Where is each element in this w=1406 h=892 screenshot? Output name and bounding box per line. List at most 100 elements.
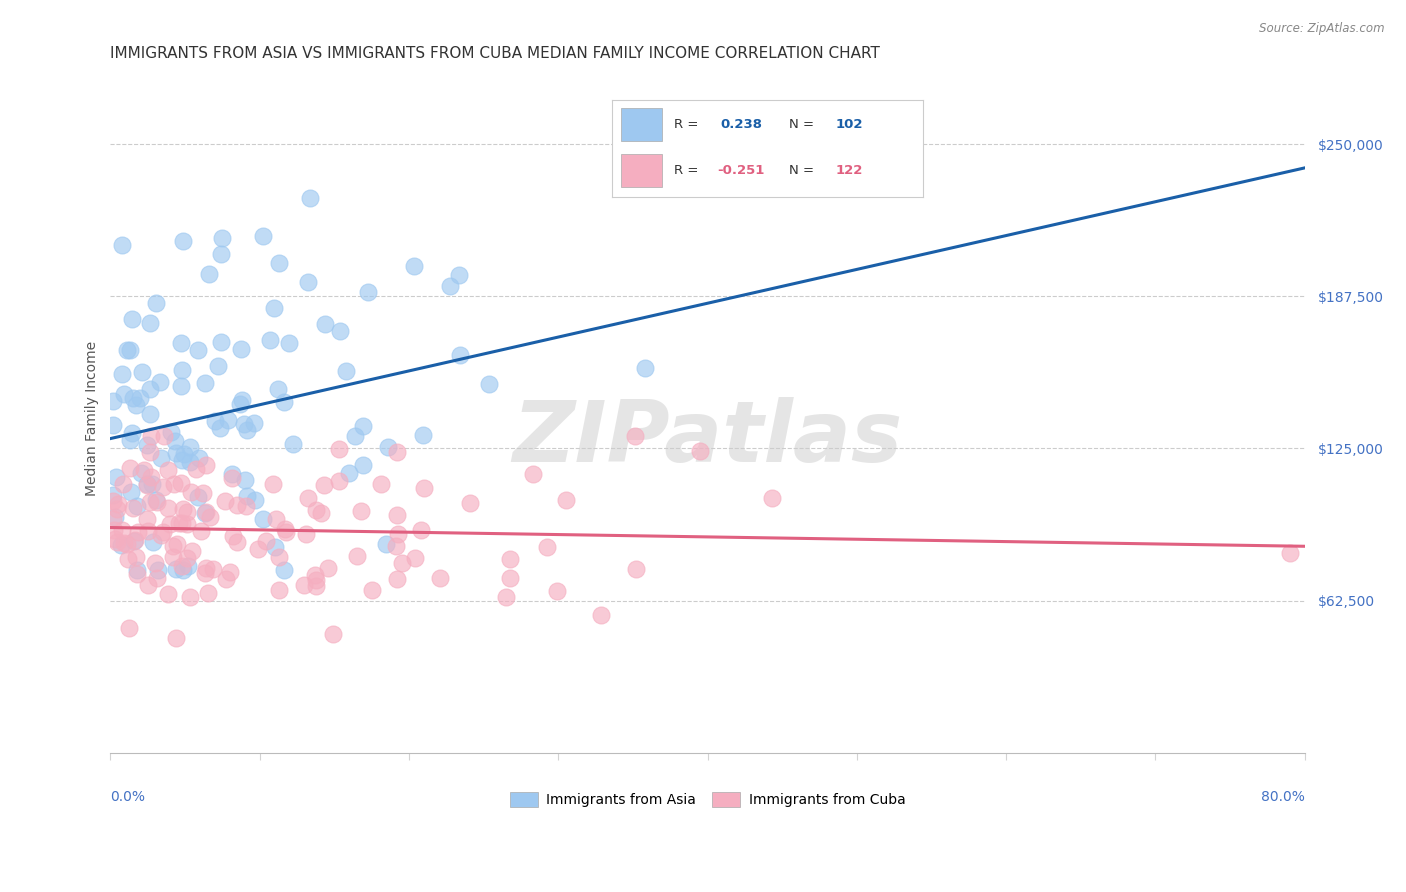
Point [352, 419, 374, 434]
Point [247, 541, 270, 556]
Point [499, 571, 522, 585]
Point [180, 484, 202, 499]
Point [387, 527, 409, 541]
Point [162, 549, 184, 564]
Point [149, 375, 172, 389]
Point [111, 368, 134, 382]
Point [117, 343, 139, 357]
Point [176, 550, 198, 565]
Point [170, 559, 193, 574]
Point [624, 561, 647, 575]
Point [181, 544, 204, 558]
Point [231, 342, 253, 356]
Point [135, 477, 157, 491]
Point [404, 550, 426, 565]
Point [254, 533, 277, 548]
Point [125, 549, 148, 564]
Point [159, 516, 181, 531]
Point [329, 324, 352, 338]
Point [343, 429, 366, 443]
Point [232, 417, 254, 431]
Point [207, 359, 229, 374]
Point [385, 539, 408, 553]
Point [194, 560, 217, 574]
Point [252, 229, 274, 244]
Point [449, 348, 471, 362]
Point [385, 508, 408, 522]
Point [761, 491, 783, 506]
Point [117, 551, 139, 566]
Point [460, 496, 482, 510]
Point [139, 407, 162, 421]
Point [478, 376, 501, 391]
Point [404, 259, 426, 273]
Point [209, 247, 232, 261]
Point [263, 301, 285, 315]
Point [136, 437, 159, 451]
Point [129, 466, 152, 480]
Point [103, 512, 125, 526]
Text: IMMIGRANTS FROM ASIA VS IMMIGRANTS FROM CUBA MEDIAN FAMILY INCOME CORRELATION CH: IMMIGRANTS FROM ASIA VS IMMIGRANTS FROM … [111, 46, 880, 62]
Point [127, 563, 149, 577]
Point [152, 524, 174, 539]
Point [142, 535, 165, 549]
Point [165, 632, 187, 646]
Point [305, 502, 328, 516]
Point [138, 444, 160, 458]
Point [138, 317, 160, 331]
Point [194, 507, 217, 521]
Point [110, 538, 132, 552]
Point [387, 572, 409, 586]
Point [243, 493, 266, 508]
Point [352, 458, 374, 472]
Point [103, 488, 125, 502]
Point [439, 278, 461, 293]
Point [194, 458, 217, 473]
Point [634, 361, 657, 376]
Point [170, 378, 193, 392]
Point [322, 627, 344, 641]
Point [233, 473, 256, 487]
Point [118, 343, 141, 357]
Point [218, 566, 240, 580]
Point [112, 535, 135, 549]
Point [121, 426, 143, 441]
Point [522, 467, 544, 481]
Point [274, 525, 297, 540]
Point [114, 386, 136, 401]
Point [166, 537, 188, 551]
Point [125, 567, 148, 582]
Point [263, 476, 285, 491]
Point [214, 494, 236, 508]
Point [103, 417, 125, 432]
Point [350, 504, 373, 518]
Point [131, 365, 153, 379]
Text: ZIPatlas: ZIPatlas [512, 397, 903, 480]
Point [292, 577, 315, 591]
Point [198, 510, 221, 524]
Point [413, 481, 436, 495]
Point [103, 493, 125, 508]
Point [163, 477, 186, 491]
Point [127, 500, 149, 514]
Point [225, 535, 247, 549]
Point [127, 524, 149, 539]
Point [190, 524, 212, 539]
Point [591, 607, 613, 622]
Point [120, 485, 142, 500]
Point [316, 561, 339, 575]
Point [211, 231, 233, 245]
Point [689, 443, 711, 458]
Point [170, 476, 193, 491]
Point [273, 394, 295, 409]
Point [145, 296, 167, 310]
Point [297, 491, 319, 506]
Point [104, 532, 127, 546]
Point [201, 562, 224, 576]
Point [283, 437, 305, 451]
Point [191, 486, 214, 500]
Point [124, 534, 146, 549]
Point [209, 334, 232, 349]
Point [136, 524, 159, 539]
Point [107, 497, 129, 511]
